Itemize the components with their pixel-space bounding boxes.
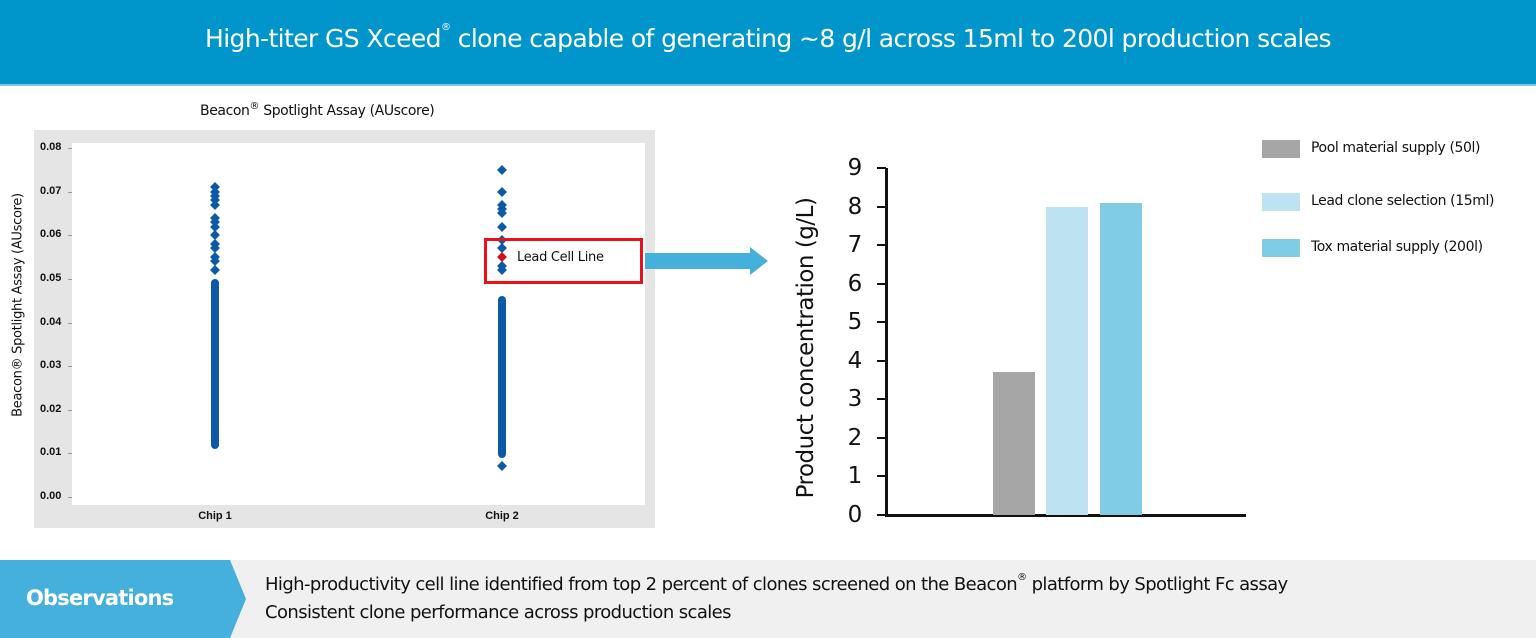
legend-swatch-pool [1262,140,1300,158]
observation-line-2: Consistent clone performance across prod… [265,602,732,623]
scatter-y-tick-label: 0.01 [40,446,62,459]
registered-mark: ® [1017,572,1027,583]
bar-2 [1046,206,1088,515]
scatter-y-tick-mark [68,409,72,411]
observation-line-1-text-cont: platform by Spotlight Fc assay [1026,574,1289,595]
scatter-y-tick-mark [68,235,72,237]
scatter-y-tick-label: 0.02 [40,402,62,415]
header-banner: High-titer GS Xceed® clone capable of ge… [0,0,1536,86]
lead-cell-line-label: Lead Cell Line [517,250,604,265]
bar-y-tick-label: 7 [847,232,863,259]
arrow-right-icon [645,253,751,269]
scatter-y-tick-label: 0.05 [40,271,62,284]
bar-y-tick-mark [877,398,886,401]
bar-y-tick-mark [877,167,886,169]
bar-y-tick-mark [877,205,886,208]
legend-label-tox: Tox material supply (200l) [1311,239,1483,255]
scatter-y-tick-mark [68,453,72,455]
registered-mark: ® [249,101,260,112]
bar-3 [1100,202,1142,515]
page-title-text: High-titer GS Xceed [205,24,442,53]
legend-label-lead-clone: Lead clone selection (15ml) [1311,193,1495,209]
scatter-y-tick-mark [68,191,72,193]
lead-cell-line-highlight-box [484,238,643,284]
scatter-y-tick-label: 0.08 [40,141,62,153]
scatter-y-tick-mark [68,497,72,498]
x-category-chip-2: Chip 2 [485,510,519,522]
scatter-y-tick-label: 0.00 [40,490,62,502]
bar-y-tick-mark [877,436,886,439]
bar-y-axis-line [885,168,888,517]
observation-line-1: High-productivity cell line identified f… [265,572,1289,595]
scatter-chart-title: Beacon® Spotlight Assay (AUscore) [200,101,435,119]
scatter-y-tick-mark [68,366,72,368]
bar-y-tick-label: 2 [847,424,863,451]
x-category-chip-1: Chip 1 [198,510,232,522]
scatter-y-tick-mark [68,278,72,280]
scatter-dense-cluster [498,296,506,458]
page-title-text-cont: clone capable of generating ~8 g/l acros… [450,24,1332,53]
bar-y-tick-label: 8 [847,193,863,220]
observations-badge: Observations [0,560,246,638]
bar-y-tick-label: 9 [847,155,863,181]
scatter-y-tick-label: 0.03 [40,359,62,372]
bar-y-tick-mark [877,475,886,478]
scatter-y-tick-label: 0.04 [40,315,62,328]
scatter-y-tick-mark [68,322,72,324]
legend-swatch-lead-clone [1262,193,1300,211]
bar-y-tick-mark [877,514,886,516]
bar-y-tick-label: 5 [847,309,863,336]
bar-y-tick-label: 0 [847,502,863,528]
observation-line-1-text: High-productivity cell line identified f… [265,574,1018,595]
bar-y-tick-mark [877,282,886,285]
legend-swatch-tox [1262,239,1300,257]
scatter-y-tick-label: 0.07 [40,184,62,197]
bar-y-tick-mark [877,244,886,247]
bar-x-axis-line [885,514,1246,517]
bar-y-tick-mark [877,321,886,324]
observations-label: Observations [26,586,174,610]
scatter-title-text: Beacon [200,103,250,119]
observations-footer [0,560,1536,638]
bar-y-tick-mark [877,359,886,362]
bar-y-tick-label: 4 [847,347,863,374]
scatter-y-axis-label: Beacon® Spotlight Assay (AUscore) [10,193,26,417]
bar-y-tick-label: 3 [847,386,863,413]
bar-y-axis-label: Product concentration (g/L) [793,197,819,499]
scatter-y-tick-label: 0.06 [40,228,62,241]
legend-label-pool: Pool material supply (50l) [1311,140,1481,156]
scatter-dense-cluster [211,278,219,449]
registered-mark: ® [440,22,451,33]
arrow-head-icon [750,247,768,275]
bar-y-tick-label: 6 [847,270,863,297]
bar-y-tick-label: 1 [847,463,863,490]
scatter-plot-area [72,143,645,505]
scatter-y-tick-mark [68,148,72,149]
scatter-title-text-cont: Spotlight Assay (AUscore) [259,103,435,119]
page-title: High-titer GS Xceed® clone capable of ge… [0,22,1536,53]
bar-1 [993,372,1035,515]
